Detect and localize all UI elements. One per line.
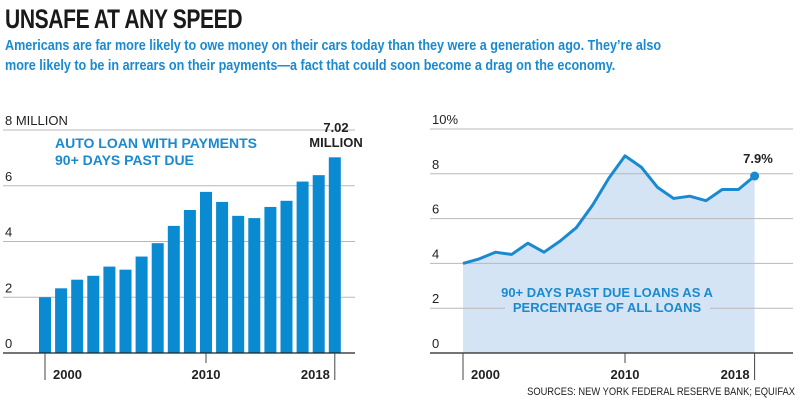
y-tick-label: 2: [432, 291, 439, 306]
bar: [119, 269, 132, 353]
bar: [151, 243, 164, 353]
subtitle-line-2: more likely to be in arrears on their pa…: [5, 57, 616, 74]
y-tick-label: 8 MILLION: [5, 113, 68, 128]
bar: [248, 218, 261, 353]
y-tick-label: 0: [432, 336, 439, 351]
y-tick-label: 2: [5, 280, 12, 295]
bar: [135, 256, 148, 353]
bar-chart: 0 2 4 6 8 MILLION 2000 2010 2018 AUTO LOAN WITH …: [3, 113, 363, 382]
x-tick-label: 2018: [301, 367, 330, 382]
value-annotation: 7.9%: [743, 151, 773, 166]
data-point: [750, 171, 760, 181]
chart-title-line: 90+ DAYS PAST DUE: [55, 152, 194, 168]
x-tick-label: 2010: [611, 367, 640, 382]
value-annotation: 7.02: [323, 120, 348, 135]
x-tick-label: 2000: [53, 367, 82, 382]
bar: [200, 191, 212, 353]
x-tick-label: 2010: [192, 367, 221, 382]
bar: [312, 175, 325, 353]
bar: [55, 288, 68, 353]
source-note: SOURCES: NEW YORK FEDERAL RESERVE BANK; …: [527, 386, 795, 398]
series-line: [462, 154, 756, 265]
bar: [280, 200, 293, 353]
bar: [328, 157, 341, 353]
bar: [296, 181, 309, 353]
chart-title-line: 90+ DAYS PAST DUE LOANS AS A: [501, 285, 713, 300]
label-background: [505, 283, 710, 317]
chart-title-line: AUTO LOAN WITH PAYMENTS: [55, 135, 257, 151]
area-chart: 0 2 4 6 8 10% 90+ DAYS PAST DUE LOANS AS APERC…: [430, 112, 793, 382]
bar: [87, 275, 100, 353]
bar: [39, 297, 51, 353]
chart-title-line: PERCENTAGE OF ALL LOANS: [513, 300, 702, 315]
y-tick-label: 8: [432, 157, 439, 172]
x-tick-label: 2000: [471, 367, 500, 382]
bar: [71, 279, 84, 353]
bar: [167, 225, 180, 353]
y-tick-label: 6: [5, 169, 12, 184]
y-tick-label: 6: [432, 202, 439, 217]
subtitle-line-1: Americans are far more likely to owe mon…: [5, 37, 662, 54]
bar: [264, 206, 277, 353]
page-title: UNSAFE AT ANY SPEED: [5, 4, 243, 34]
y-tick-label: 10%: [432, 112, 458, 127]
bar: [183, 210, 196, 353]
y-tick-label: 0: [5, 336, 12, 351]
value-annotation: MILLION: [309, 135, 362, 150]
bar: [103, 266, 116, 353]
bar: [216, 201, 229, 353]
y-tick-label: 4: [5, 225, 12, 240]
bar: [232, 215, 245, 353]
y-tick-label: 4: [432, 246, 439, 261]
x-tick-label: 2018: [721, 367, 750, 382]
